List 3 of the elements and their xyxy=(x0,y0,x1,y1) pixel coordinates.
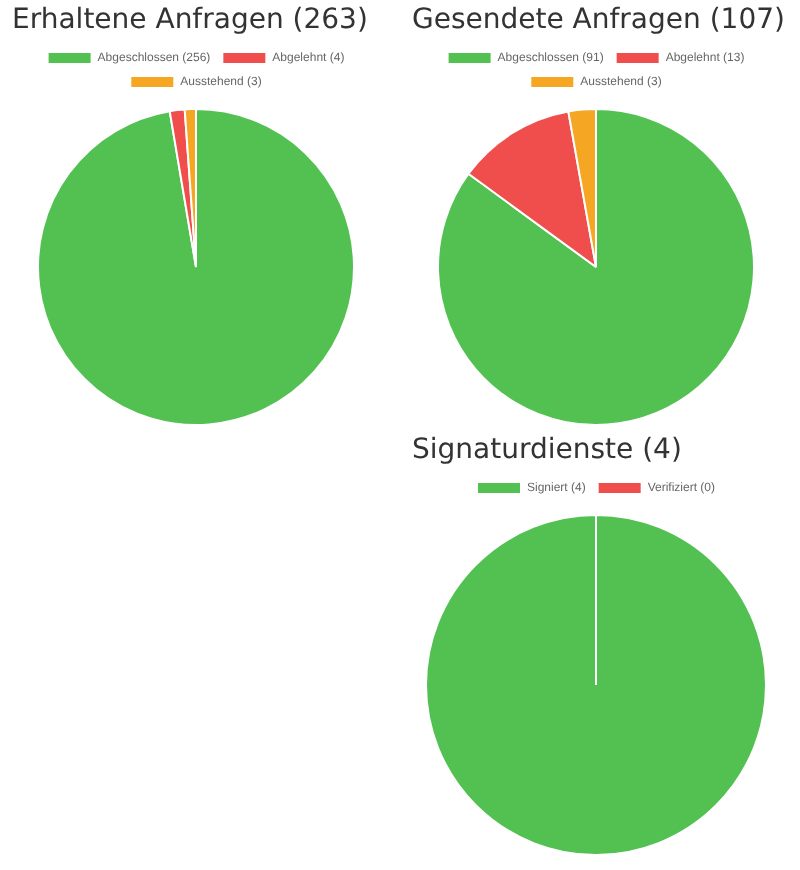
chart-title: Gesendete Anfragen (107) xyxy=(412,4,785,36)
chart-title: Signaturdienste (4) xyxy=(412,434,682,466)
chart-title: Erhaltene Anfragen (263) xyxy=(12,4,368,36)
